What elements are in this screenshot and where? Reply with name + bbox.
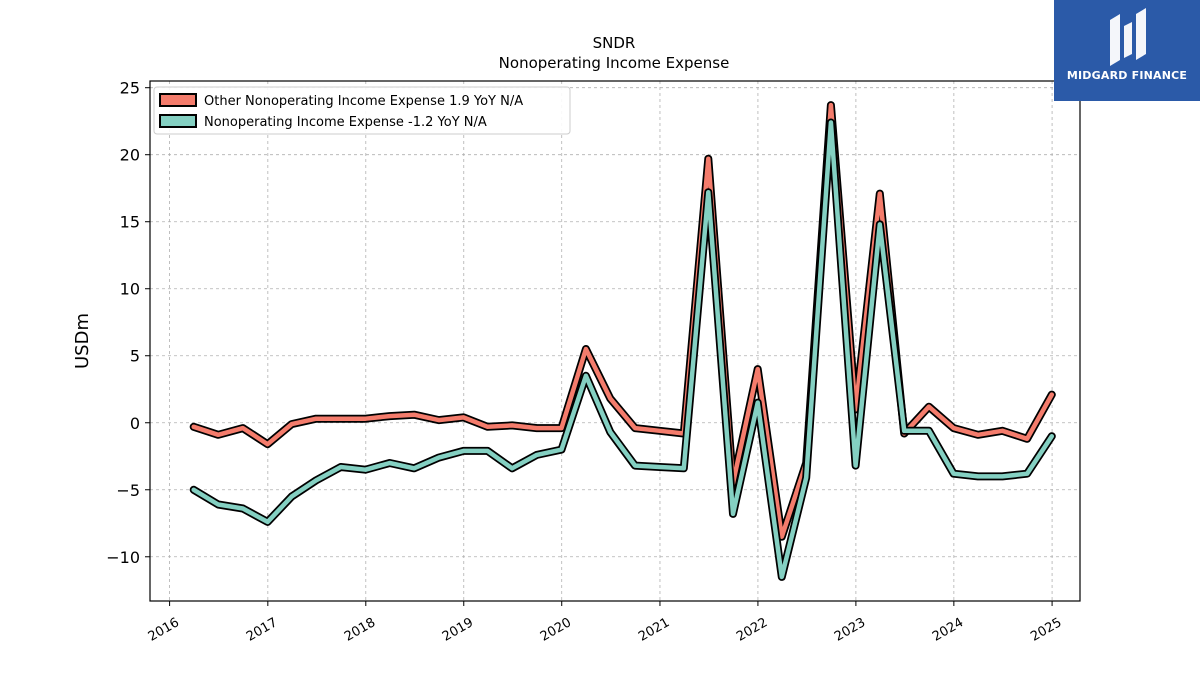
legend-swatch-other-nonoperating [159,93,197,107]
legend-label-other-nonoperating: Other Nonoperating Income Expense 1.9 Yo… [204,94,523,109]
chart-title: SNDR [593,34,636,52]
logo-text: MIDGARD FINANCE [1066,69,1188,82]
x-tick-label: 2025 [1028,615,1064,645]
x-tick-label: 2024 [930,615,966,645]
x-tick-label: 2022 [734,615,770,645]
logo-mark-icon [1110,8,1146,66]
y-tick-label: 5 [130,347,140,366]
x-tick-label: 2017 [244,615,280,645]
x-axis: 2016 2017 2018 2019 2020 2021 2022 2023 2024 2025 [146,601,1064,645]
y-tick-label: 10 [120,280,140,299]
y-tick-label: 25 [120,79,140,98]
legend: Other Nonoperating Income Expense 1.9 Yo… [153,86,571,135]
y-tick-label: −5 [116,481,140,500]
series-lines [189,101,1056,581]
plot-frame [149,80,1081,602]
series-outline-nonoperating [189,118,1056,581]
y-axis: −10 −5 0 5 10 15 20 25 [106,79,150,567]
x-tick-label: 2023 [832,615,868,645]
y-tick-label: 0 [130,414,140,433]
legend-box [153,86,571,135]
chart-subtitle: Nonoperating Income Expense [499,54,730,72]
legend-label-nonoperating: Nonoperating Income Expense -1.2 YoY N/A [204,115,487,130]
y-axis-label: USDm [72,313,93,369]
series-line-other-nonoperating [191,102,1055,539]
x-tick-label: 2018 [342,615,378,645]
grid [150,81,1080,601]
midgard-finance-logo: MIDGARD FINANCE [1054,0,1200,101]
x-tick-label: 2021 [636,615,672,645]
legend-swatch-nonoperating [159,114,197,128]
series-outline-other-nonoperating [189,101,1056,541]
x-tick-label: 2020 [538,615,574,645]
y-tick-label: 20 [120,146,140,165]
y-tick-label: 15 [120,213,140,232]
series-line-nonoperating [191,120,1055,580]
x-tick-label: 2016 [146,615,182,645]
x-tick-label: 2019 [440,615,476,645]
y-tick-label: −10 [106,548,140,567]
